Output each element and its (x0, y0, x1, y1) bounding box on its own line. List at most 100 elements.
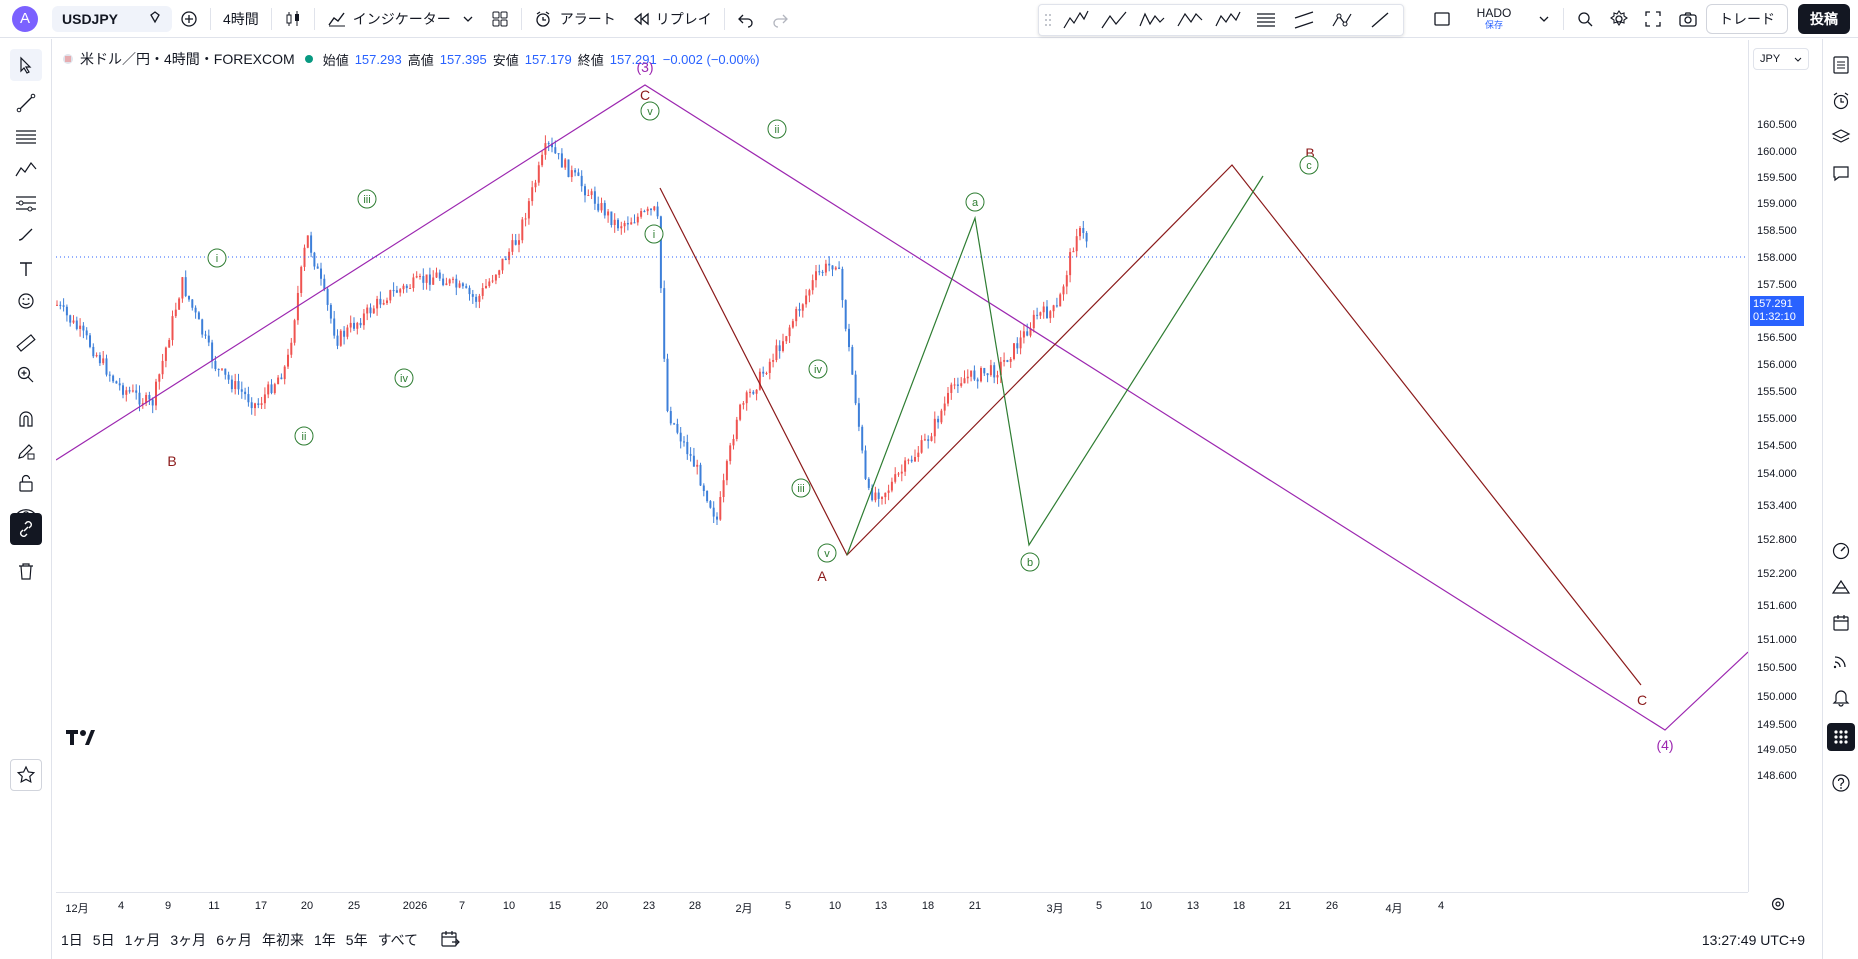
delete-drawings-tool[interactable] (10, 555, 42, 587)
magnet-tool[interactable] (10, 403, 42, 435)
range-button[interactable]: 1日 (61, 932, 83, 948)
range-button[interactable]: 6ヶ月 (216, 932, 252, 948)
price-tick: 154.000 (1757, 468, 1797, 480)
elliott-triangle-icon[interactable] (1133, 5, 1171, 35)
chevron-down-icon (1794, 57, 1802, 62)
time-tick: 12月 (65, 903, 89, 915)
trade-button[interactable]: トレード (1706, 4, 1788, 34)
symbol-flag-icon (148, 10, 162, 27)
wave-label: iv (400, 373, 408, 385)
wave-label-circle (394, 368, 414, 388)
pine-editor-button[interactable] (1827, 573, 1855, 601)
add-symbol-button[interactable] (172, 0, 206, 38)
redo-button[interactable] (763, 0, 797, 38)
zoom-tool[interactable] (10, 359, 42, 391)
favorites-tool[interactable] (10, 759, 42, 791)
fullscreen-button[interactable] (1636, 0, 1670, 38)
help-button[interactable] (1827, 769, 1855, 797)
price-scale[interactable]: JPY 160.500 160.000 159.500 159.000 158.500 1… (1748, 40, 1822, 892)
forecast-tool[interactable] (10, 187, 42, 219)
elliott-correction-icon[interactable] (1095, 5, 1133, 35)
currency-selector[interactable]: JPY (1753, 48, 1809, 70)
current-price-value: 157.291 (1753, 298, 1793, 310)
divider (1563, 8, 1564, 30)
range-button[interactable]: 5年 (345, 932, 368, 948)
trend-line-icon[interactable] (1361, 5, 1399, 35)
range-button[interactable]: 年初来 (261, 932, 304, 948)
replay-button[interactable]: リプレイ (624, 0, 720, 38)
user-avatar[interactable]: A (12, 5, 38, 32)
goto-date-button[interactable] (435, 930, 465, 951)
lock-drawing-tool[interactable] (10, 435, 42, 467)
range-button[interactable]: すべて (377, 932, 419, 948)
undo-button[interactable] (729, 0, 763, 38)
ruler-icon (16, 334, 36, 352)
time-tick: 20 (300, 900, 314, 912)
alarm-plus-icon (536, 10, 550, 27)
clock-timezone[interactable]: 13:27:49 UTC+9 (1701, 932, 1805, 948)
settings-button[interactable] (1602, 0, 1636, 38)
wave-label: b (1027, 557, 1033, 569)
time-tick: 20 (595, 900, 609, 912)
elliott-impulse-icon[interactable] (1057, 5, 1095, 35)
drag-handle-icon[interactable] (1039, 5, 1057, 35)
symbol-search[interactable]: USDJPY (52, 5, 172, 32)
sync-drawings-tool[interactable] (10, 513, 42, 545)
range-button[interactable]: 1年 (313, 932, 336, 948)
notifications-button[interactable] (1827, 683, 1855, 711)
news-button[interactable] (1827, 647, 1855, 675)
trend-line-tool[interactable] (10, 87, 42, 119)
text-tool[interactable] (10, 253, 42, 285)
chart-type-button[interactable] (276, 0, 310, 38)
interval-button[interactable]: 4時間 (223, 10, 259, 27)
range-button[interactable]: 3ヶ月 (170, 932, 207, 948)
lock-all-tool[interactable] (10, 467, 42, 499)
search-button[interactable] (1568, 0, 1602, 38)
chats-button[interactable] (1827, 159, 1855, 187)
object-tree-button[interactable] (1827, 123, 1855, 151)
trash-icon (19, 563, 33, 580)
time-tick: 5 (1095, 900, 1103, 912)
post-button[interactable]: 投稿 (1798, 4, 1850, 34)
rectangle-tool-button[interactable] (1425, 0, 1459, 38)
layout-menu-button[interactable] (1529, 0, 1559, 38)
fib-lines-icon (16, 130, 36, 144)
watchlist-button[interactable] (1827, 51, 1855, 79)
help-icon (1832, 774, 1850, 792)
range-button[interactable]: 1ヶ月 (124, 932, 161, 948)
parallel-channel-icon[interactable] (1285, 5, 1323, 35)
brush-tool[interactable] (10, 219, 42, 251)
chart-settings-button[interactable] (1770, 896, 1786, 917)
range-button[interactable]: 5日 (92, 932, 115, 948)
indicators-button[interactable]: インジケーター (319, 0, 483, 38)
alerts-panel-button[interactable] (1827, 87, 1855, 115)
horizontal-lines-icon[interactable] (1247, 5, 1285, 35)
legend-title[interactable]: 米ドル／円・4時間・FOREXCOM (80, 51, 295, 67)
elliott-double-combo-icon[interactable] (1171, 5, 1209, 35)
calendar-button[interactable] (1827, 609, 1855, 637)
time-scale[interactable]: 12月 4 9 11 17 20 25 2026 7 10 15 20 23 28 2月 5 10 13 18 21 3… (56, 892, 1748, 918)
bell-icon (1832, 690, 1850, 707)
time-tick: 25 (347, 900, 361, 912)
pattern-tool[interactable] (10, 153, 42, 185)
price-tick: 155.500 (1757, 386, 1797, 398)
screener-button[interactable] (1827, 537, 1855, 565)
emoji-tool[interactable] (10, 285, 42, 317)
wave-label: ii (302, 431, 307, 443)
layout-save-button[interactable]: HADO 保存 (1459, 0, 1529, 38)
cursor-tool[interactable] (10, 49, 42, 81)
close-label: 終値 (577, 52, 604, 68)
templates-button[interactable] (483, 0, 517, 38)
alert-button[interactable]: アラート (526, 0, 624, 38)
wave-label-circle (207, 248, 227, 268)
apps-button[interactable] (1827, 723, 1855, 751)
replay-label: リプレイ (655, 10, 712, 27)
path-icon[interactable] (1323, 5, 1361, 35)
candlestick-series (56, 135, 1088, 526)
elliott-triple-combo-icon[interactable] (1209, 5, 1247, 35)
fib-tool[interactable] (10, 121, 42, 153)
measure-tool[interactable] (10, 327, 42, 359)
screenshot-button[interactable] (1670, 0, 1706, 38)
